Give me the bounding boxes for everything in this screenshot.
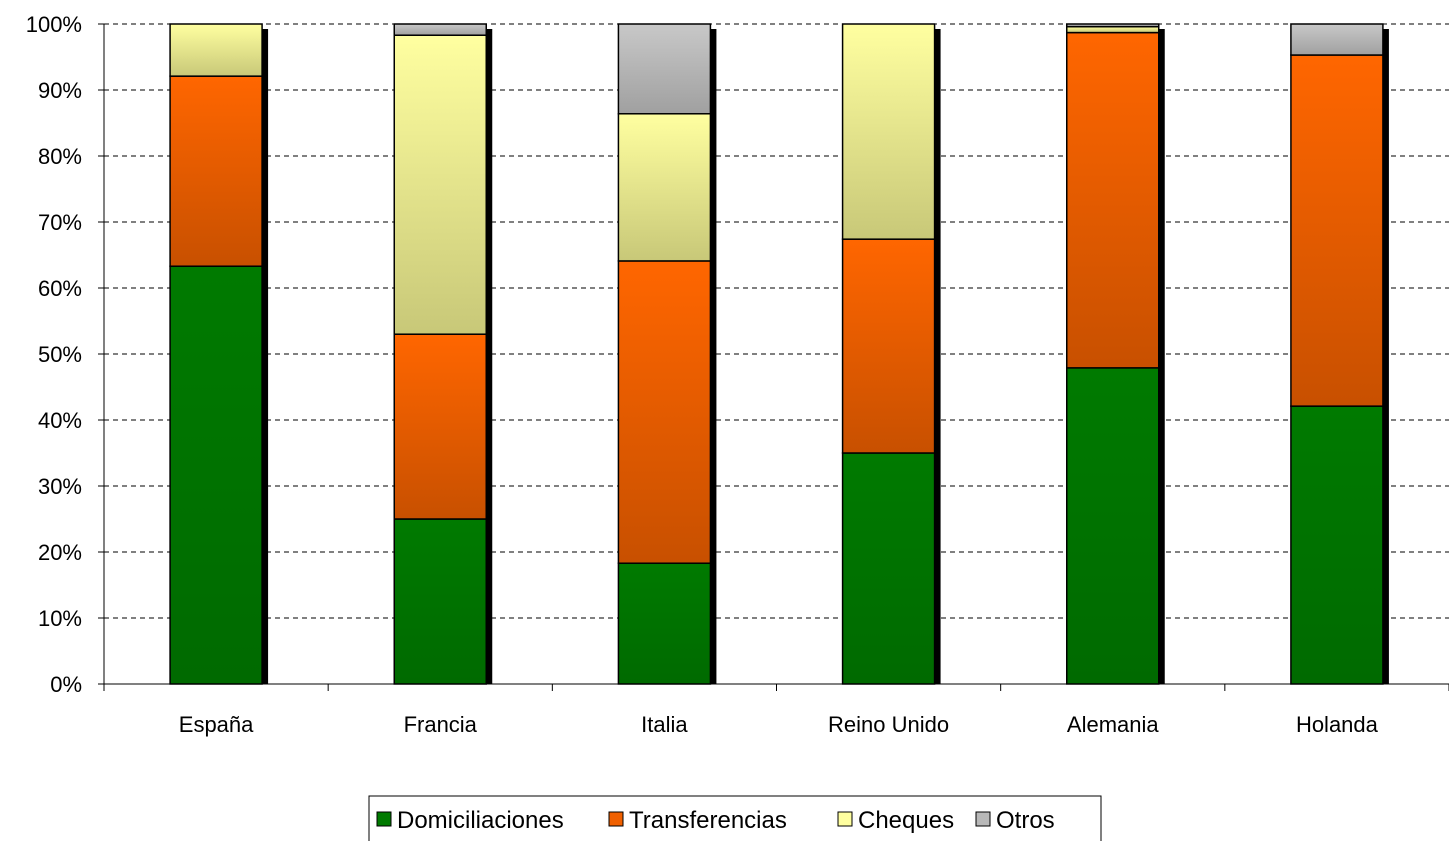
bar-segment <box>393 34 487 335</box>
bar-group <box>617 23 717 685</box>
legend-label: Domiciliaciones <box>397 807 564 834</box>
y-axis-tick-labels: 0% 10% 20% 30% 40% 50% 60% 70% 80% 90% 100% <box>26 12 82 697</box>
bar-shadow <box>1382 29 1389 684</box>
legend-label: Cheques <box>858 807 954 834</box>
legend-swatch <box>837 811 853 827</box>
x-category-label: Alemania <box>1067 712 1159 737</box>
x-category-label: Italia <box>641 712 688 737</box>
legend: Domiciliaciones Transferencias Cheques Otro… <box>368 795 1102 841</box>
y-tick-label: 20% <box>38 540 82 565</box>
bars <box>169 23 1389 685</box>
y-tick-label: 50% <box>38 342 82 367</box>
bar-segment <box>1066 31 1160 369</box>
bar-shadow <box>262 29 269 684</box>
bar-segment <box>617 23 712 115</box>
bar-segment <box>841 452 936 685</box>
x-category-label: España <box>179 712 254 737</box>
bar-segment <box>617 113 712 262</box>
bar-segment <box>617 562 712 685</box>
bar-segment <box>1290 405 1384 685</box>
legend-swatch <box>975 811 991 827</box>
bar-segment <box>1066 367 1160 685</box>
axes <box>98 23 1449 691</box>
bar-shadow <box>934 29 941 684</box>
x-category-label: Holanda <box>1296 712 1379 737</box>
y-tick-label: 30% <box>38 474 82 499</box>
bar-segment <box>393 333 487 520</box>
bar-group <box>841 23 941 685</box>
y-tick-label: 80% <box>38 144 82 169</box>
bar-group <box>1290 23 1389 685</box>
gridlines <box>104 23 1449 619</box>
y-tick-label: 40% <box>38 408 82 433</box>
bar-segment <box>1066 25 1160 34</box>
y-tick-label: 100% <box>26 12 82 37</box>
bar-group <box>393 23 493 685</box>
legend-label: Transferencias <box>629 807 787 834</box>
bar-group <box>169 23 269 685</box>
bar-segment <box>1066 23 1160 28</box>
y-tick-label: 10% <box>38 606 82 631</box>
bar-shadow <box>486 29 493 684</box>
bar-segment <box>169 23 263 77</box>
y-tick-label: 0% <box>50 672 82 697</box>
bar-segment <box>1290 54 1384 407</box>
legend-label: Otros <box>996 807 1055 834</box>
y-tick-label: 70% <box>38 210 82 235</box>
bar-segment <box>393 518 487 685</box>
x-category-label: Reino Unido <box>828 712 949 737</box>
legend-swatch <box>608 811 624 827</box>
bar-segment <box>169 75 263 267</box>
bar-segment <box>841 238 936 454</box>
x-category-label: Francia <box>404 712 478 737</box>
bar-segment <box>393 23 487 36</box>
bar-segment <box>169 265 263 685</box>
y-tick-label: 90% <box>38 78 82 103</box>
bar-group <box>1066 23 1165 685</box>
legend-swatch <box>376 811 392 827</box>
bar-segment <box>617 260 712 564</box>
bar-shadow <box>1158 29 1165 684</box>
y-tick-label: 60% <box>38 276 82 301</box>
x-axis-category-labels: España Francia Italia Reino Unido Alemania Ho… <box>179 712 1379 737</box>
bar-shadow <box>710 29 717 684</box>
bar-segment <box>1290 23 1384 56</box>
bar-segment <box>841 23 936 240</box>
